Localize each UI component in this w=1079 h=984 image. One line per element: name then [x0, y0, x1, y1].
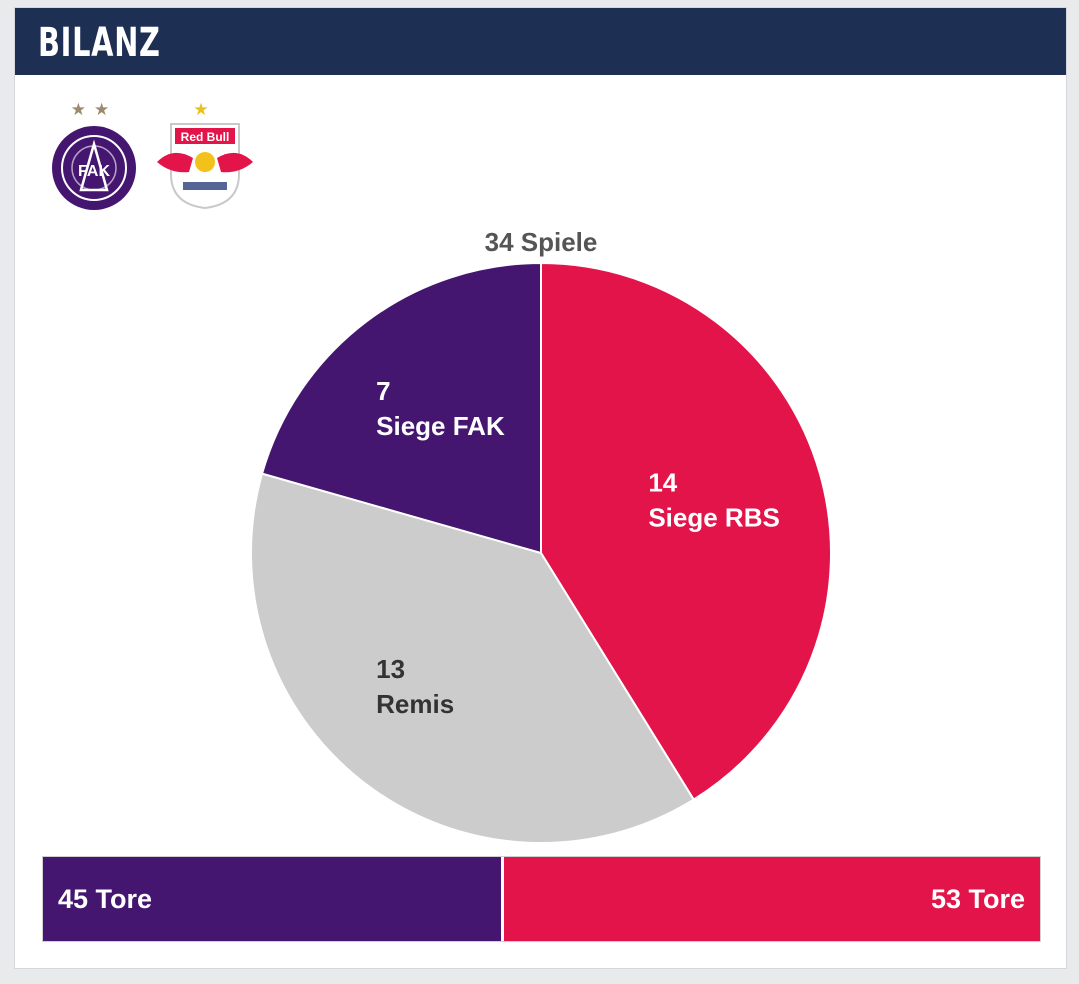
head-to-head-pie-chart: 34 Spiele 14 Siege RBS 13 Remis 7 Siege FAK	[250, 227, 832, 844]
home-goals-segment: 45 Tore	[43, 857, 501, 941]
slice-value-label: 7	[376, 376, 390, 406]
rbs-club-logo: ★ Red Bull	[153, 100, 257, 212]
away-goals-label: 53 Tore	[930, 883, 1025, 914]
card-title: BILANZ	[38, 20, 161, 66]
fak-club-logo: ★★ FAK	[49, 100, 139, 212]
slice-value-label: 13	[376, 654, 405, 684]
rbs-star-icon: ★	[193, 100, 217, 119]
home-goals-label: 45 Tore	[58, 883, 153, 914]
slice-siege-rbs	[540, 261, 832, 801]
slice-category-label: Siege RBS	[648, 502, 780, 532]
fak-stars-icon: ★★	[70, 100, 118, 119]
fak-logo-text: FAK	[78, 163, 110, 180]
slice-remis	[250, 472, 696, 844]
rbs-crest-icon: Red Bull	[157, 123, 253, 210]
bilanz-card: BILANZ ★★ FAK ★ Red Bull 34 Spiele 14 Sie…	[14, 7, 1067, 969]
goals-comparison-bar: 45 Tore 53 Tore	[42, 856, 1041, 942]
slice-category-label: Siege FAK	[376, 411, 505, 441]
slice-category-label: Remis	[376, 689, 454, 719]
slice-siege-fak	[260, 261, 542, 555]
card-header: BILANZ	[15, 8, 1066, 75]
fak-crest-icon: FAK	[52, 126, 136, 210]
rbs-logo-text: Red Bull	[181, 130, 230, 144]
away-goals-segment: 53 Tore	[500, 857, 1040, 941]
slice-value-label: 14	[648, 467, 677, 497]
pie-title: 34 Spiele	[485, 227, 598, 257]
